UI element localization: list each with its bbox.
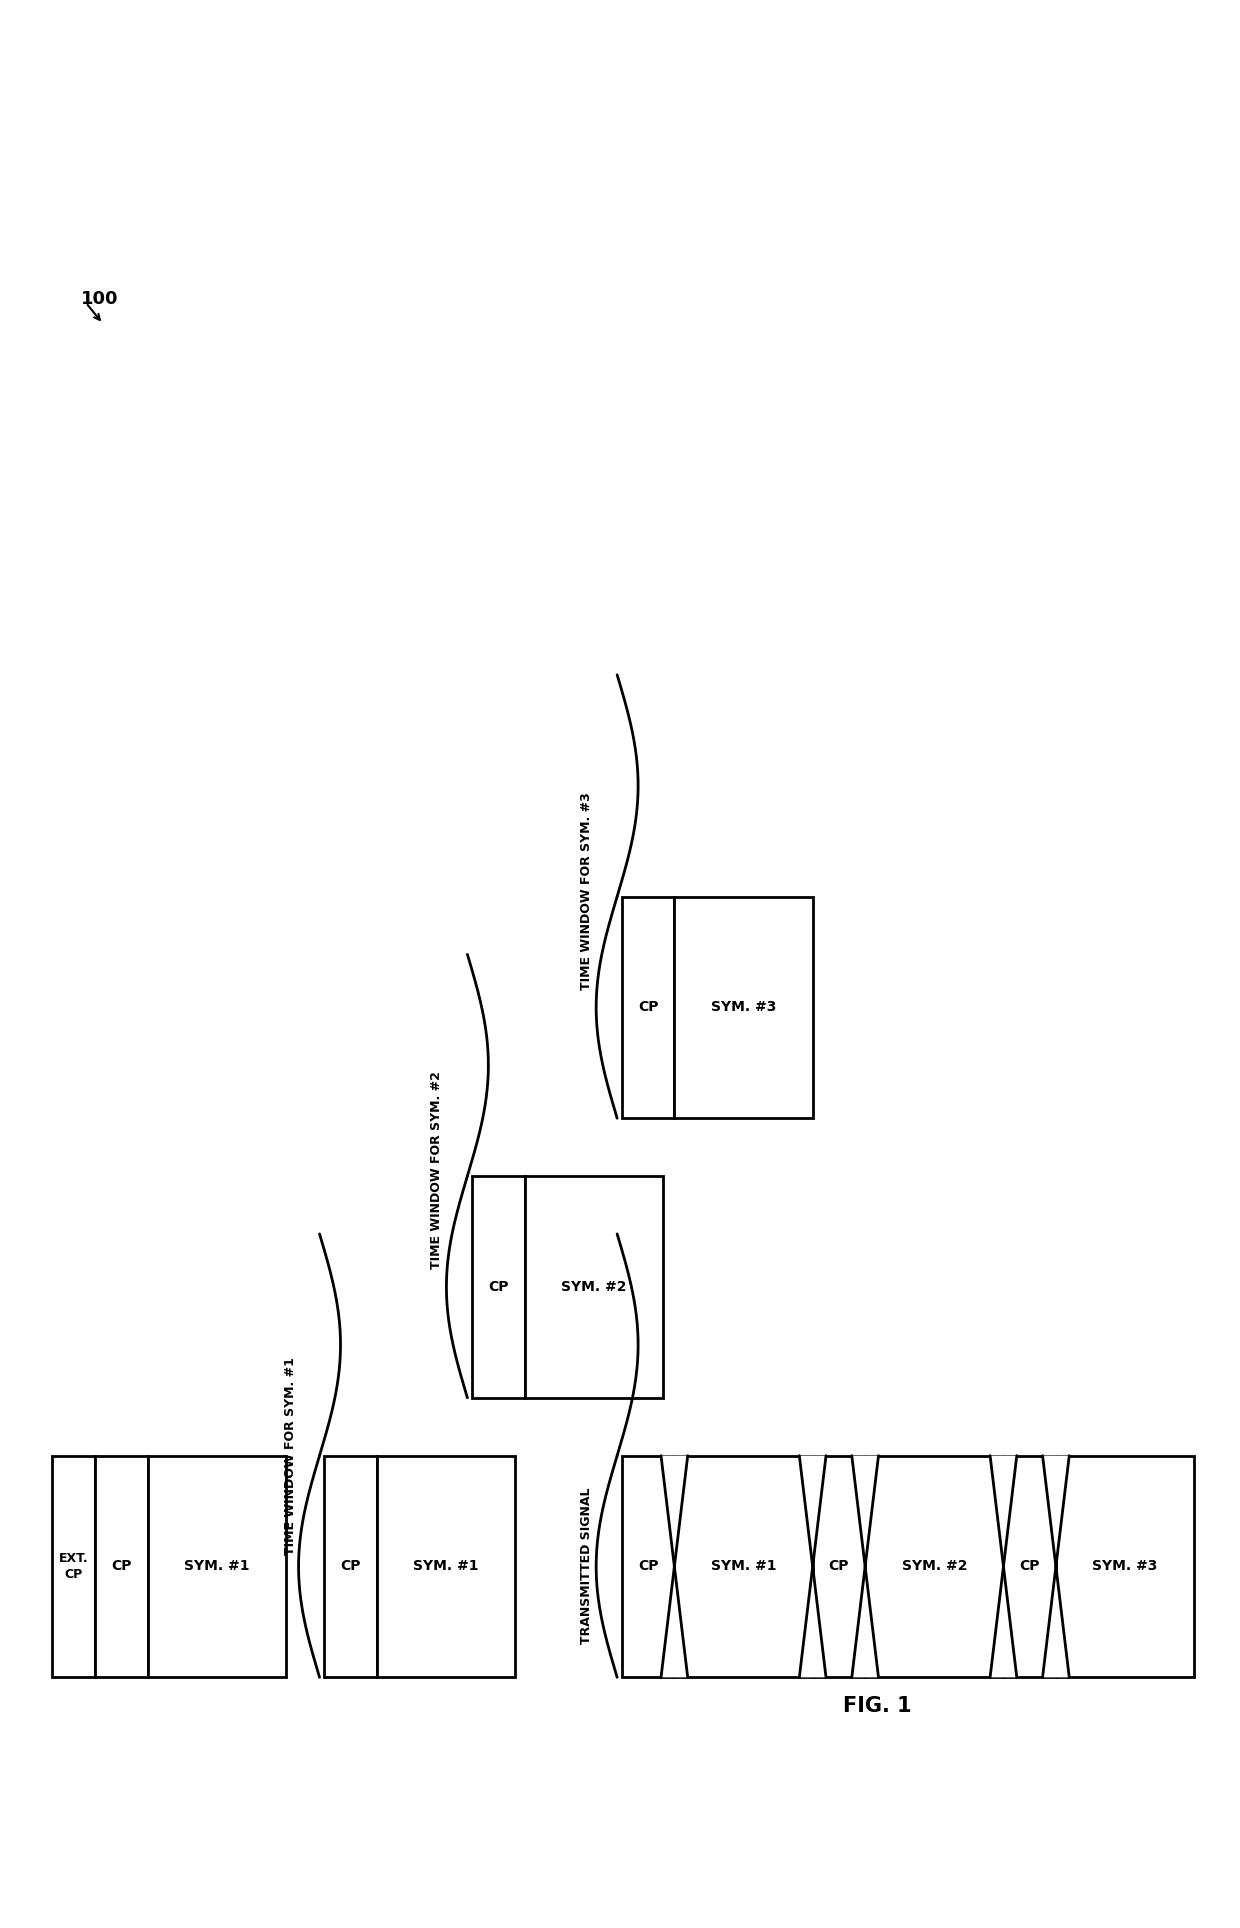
Bar (812, 1456, 866, 1677)
Text: CP: CP (112, 1560, 131, 1573)
Bar (52, 1456, 95, 1677)
Bar (148, 1456, 286, 1677)
Text: CP: CP (1019, 1560, 1040, 1573)
Bar (675, 897, 812, 1118)
Polygon shape (990, 1456, 1017, 1566)
Text: SYM. #2: SYM. #2 (560, 1280, 626, 1294)
Polygon shape (1043, 1566, 1069, 1677)
Bar (866, 1456, 1003, 1677)
Text: FIG. 1: FIG. 1 (843, 1697, 911, 1716)
Text: CP: CP (340, 1560, 361, 1573)
Text: TIME WINDOW FOR SYM. #2: TIME WINDOW FOR SYM. #2 (430, 1072, 444, 1269)
Text: CP: CP (489, 1280, 508, 1294)
Polygon shape (800, 1566, 826, 1677)
Text: CP: CP (828, 1560, 849, 1573)
Polygon shape (852, 1566, 878, 1677)
Text: SYM. #3: SYM. #3 (1092, 1560, 1158, 1573)
Bar (1056, 1456, 1194, 1677)
Bar (622, 897, 675, 1118)
Text: TRANSMITTED SIGNAL: TRANSMITTED SIGNAL (580, 1486, 593, 1645)
Polygon shape (661, 1456, 688, 1566)
Polygon shape (661, 1566, 688, 1677)
Bar (325, 1456, 377, 1677)
Text: TIME WINDOW FOR SYM. #3: TIME WINDOW FOR SYM. #3 (580, 792, 593, 989)
Text: SYM. #3: SYM. #3 (711, 1001, 776, 1014)
Bar (675, 1456, 812, 1677)
Bar (377, 1456, 515, 1677)
Polygon shape (852, 1456, 878, 1566)
Text: SYM. #1: SYM. #1 (185, 1560, 249, 1573)
Text: CP: CP (637, 1560, 658, 1573)
Polygon shape (800, 1456, 826, 1566)
Text: SYM. #1: SYM. #1 (413, 1560, 479, 1573)
Bar (95, 1456, 148, 1677)
Text: 100: 100 (81, 289, 119, 308)
Text: SYM. #1: SYM. #1 (711, 1560, 776, 1573)
Text: SYM. #2: SYM. #2 (901, 1560, 967, 1573)
Text: TIME WINDOW FOR SYM. #1: TIME WINDOW FOR SYM. #1 (284, 1357, 298, 1554)
Bar (1003, 1456, 1056, 1677)
Text: CP: CP (637, 1001, 658, 1014)
Bar (622, 1456, 675, 1677)
Bar (472, 1176, 525, 1398)
Polygon shape (990, 1566, 1017, 1677)
Bar (525, 1176, 663, 1398)
Text: EXT.
CP: EXT. CP (60, 1552, 89, 1581)
Polygon shape (1043, 1456, 1069, 1566)
